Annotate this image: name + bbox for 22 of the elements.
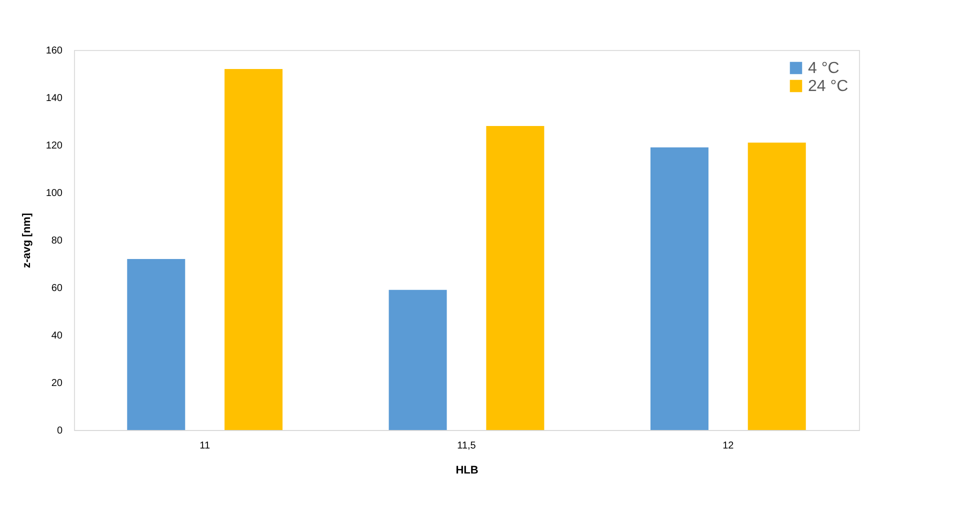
x-tick-label: 11: [200, 440, 210, 452]
x-tick-label: 12: [722, 440, 734, 452]
y-tick-label: 20: [51, 378, 63, 389]
bar: [224, 69, 283, 430]
y-tick-label: 80: [51, 236, 63, 246]
bar: [748, 142, 806, 430]
y-axis-title: z-avg [nm]: [20, 212, 33, 268]
bar: [650, 147, 708, 430]
y-tick-label: 140: [46, 93, 63, 104]
legend-label: 4 °C: [808, 60, 840, 77]
y-tick-label: 160: [46, 46, 63, 56]
y-tick-label: 100: [46, 188, 63, 199]
x-axis-title: HLB: [456, 464, 478, 476]
bar: [388, 290, 447, 430]
y-tick-label: 120: [46, 140, 63, 152]
y-tick-label: 60: [51, 283, 63, 294]
y-tick-label: 40: [51, 330, 63, 342]
bar: [486, 126, 544, 430]
x-tick-label: 11,5: [457, 440, 476, 452]
bar: [127, 259, 186, 430]
legend-label: 24 °C: [808, 78, 848, 95]
y-tick-label: 0: [56, 426, 63, 436]
